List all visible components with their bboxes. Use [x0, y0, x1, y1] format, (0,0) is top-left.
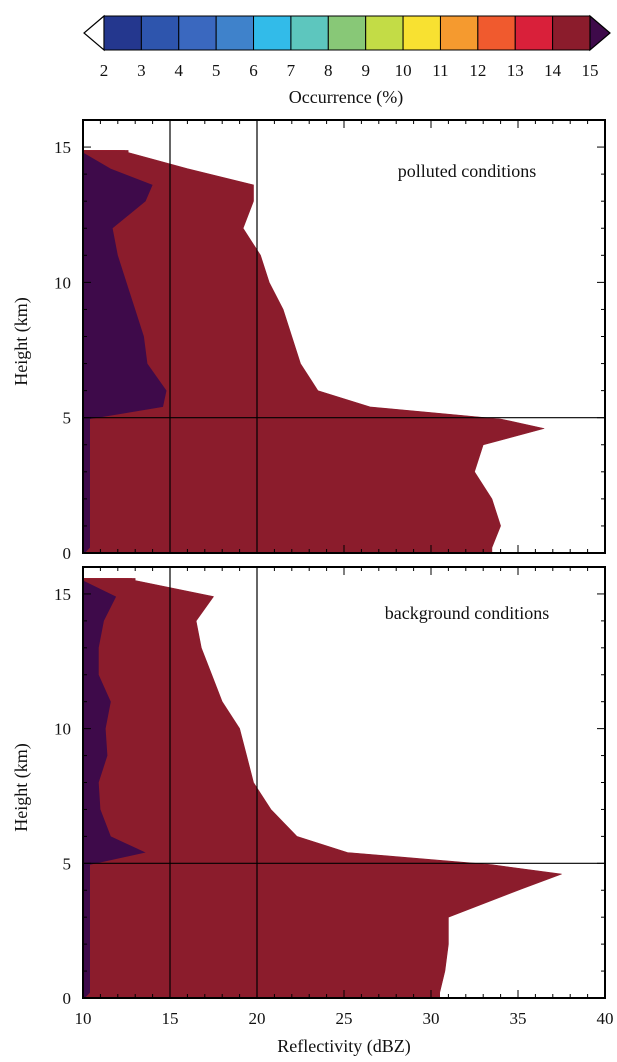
- colorbar-tick-label: 15: [582, 61, 599, 80]
- colorbar-tick-label: 6: [249, 61, 258, 80]
- colorbar-cell: [477, 15, 516, 51]
- colorbar-tick-label: 3: [137, 61, 146, 80]
- colorbar-label: Occurrence (%): [289, 87, 403, 108]
- y-tick-label: 15: [54, 585, 71, 604]
- colorbar-under-arrow: [83, 14, 105, 52]
- colorbar-cell: [178, 15, 217, 51]
- colorbar-cell: [514, 15, 554, 51]
- colorbar-cell: [103, 15, 142, 51]
- colorbar-tick-label: 8: [324, 61, 333, 80]
- occurrence-field: [83, 578, 562, 998]
- colorbar-tick-label: 14: [544, 61, 562, 80]
- colorbar-cell: [365, 15, 404, 51]
- y-tick-label: 15: [54, 138, 71, 157]
- colorbar-cell: [402, 15, 441, 51]
- colorbar-cell: [439, 15, 479, 51]
- colorbar-tick-label: 12: [469, 61, 486, 80]
- y-tick-label: 5: [63, 854, 72, 873]
- occurrence-band: [83, 578, 562, 998]
- panel-polluted: 0 5 10 15 Height (km) polluted conditions: [11, 119, 606, 563]
- colorbar-tick-label: 4: [175, 61, 184, 80]
- y-axis-label: Height (km): [11, 297, 32, 385]
- occurrence-over-range: [83, 152, 167, 553]
- y-tick-label: 5: [63, 409, 72, 428]
- colorbar-cell: [290, 15, 329, 51]
- colorbar-tick-label: 10: [395, 61, 412, 80]
- colorbar-cell: [552, 15, 591, 51]
- colorbar-tick-label: 2: [100, 61, 109, 80]
- y-tick-label: 0: [63, 544, 72, 563]
- colorbar-tick-label: 11: [432, 61, 448, 80]
- colorbar-over-arrow: [589, 14, 611, 52]
- y-tick-label: 10: [54, 273, 71, 292]
- y-tick-label: 0: [63, 989, 72, 1008]
- y-tick-label: 10: [54, 720, 71, 739]
- panel-background: 0 5 10 15 Height (km) background conditions 10…: [11, 566, 614, 1057]
- colorbar: 2 3 4 5 6 7 8 9 10 11 12 13 14 15: [83, 14, 611, 80]
- x-tick-label: 10: [75, 1009, 92, 1028]
- colorbar-cell: [215, 15, 255, 51]
- panel-annotation: background conditions: [385, 603, 549, 623]
- x-tick-label: 25: [336, 1009, 353, 1028]
- x-tick-label: 40: [597, 1009, 614, 1028]
- occurrence-field: [83, 150, 545, 553]
- panel-annotation: polluted conditions: [398, 161, 537, 181]
- x-tick-label: 30: [423, 1009, 440, 1028]
- colorbar-tick-label: 13: [507, 61, 524, 80]
- x-tick-label: 15: [162, 1009, 179, 1028]
- colorbar-tick-label: 5: [212, 61, 221, 80]
- x-tick-label: 20: [249, 1009, 266, 1028]
- occurrence-band: [83, 150, 545, 553]
- colorbar-cell: [253, 15, 292, 51]
- colorbar-cell: [327, 15, 367, 51]
- occurrence-over-range: [83, 580, 146, 998]
- y-axis-label: Height (km): [11, 743, 32, 831]
- colorbar-tick-label: 7: [287, 61, 296, 80]
- colorbar-cell: [140, 15, 180, 51]
- x-axis-label: Reflectivity (dBZ): [277, 1036, 410, 1057]
- colorbar-tick-label: 9: [361, 61, 370, 80]
- x-tick-label: 35: [510, 1009, 527, 1028]
